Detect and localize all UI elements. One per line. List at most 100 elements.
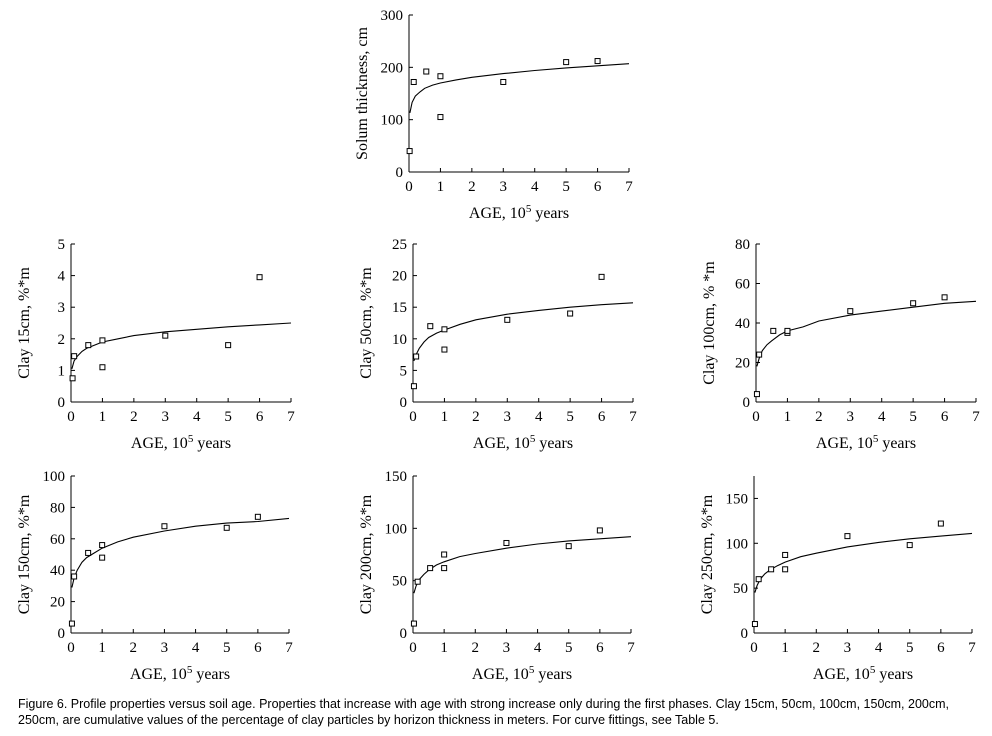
- data-point: [68, 620, 75, 627]
- x-tick-label: 3: [844, 640, 852, 656]
- chart-panel-6: 0 1 2 3 4 5 6 7 0 50 100 150 AGE, 105 years Clay 200c…: [358, 469, 635, 683]
- x-tick-label: 5: [224, 409, 232, 425]
- data-point: [225, 342, 232, 349]
- y-axis-label: Clay 250cm, %*m: [699, 494, 716, 614]
- x-tick-label: 4: [535, 409, 543, 425]
- data-point: [770, 327, 777, 334]
- y-tick-label: 3: [58, 300, 66, 316]
- x-tick-label: 7: [287, 409, 295, 425]
- x-tick-label: 4: [193, 409, 201, 425]
- data-point: [69, 375, 76, 382]
- data-point: [254, 513, 261, 520]
- data-point: [441, 551, 448, 558]
- x-tick-label: 0: [67, 640, 75, 656]
- y-tick-label: 60: [50, 532, 65, 548]
- y-tick-label: 80: [50, 500, 65, 516]
- data-point: [782, 566, 789, 573]
- y-tick-label: 50: [392, 574, 407, 590]
- x-tick-label: 7: [625, 179, 633, 195]
- x-tick-label: 3: [161, 640, 169, 656]
- y-tick-label: 150: [726, 491, 749, 507]
- x-tick-label: 2: [468, 179, 476, 195]
- data-point: [937, 520, 944, 527]
- x-tick-label: 0: [752, 409, 760, 425]
- y-tick-label: 10: [392, 332, 407, 348]
- y-tick-label: 25: [392, 237, 407, 253]
- data-point: [753, 391, 760, 398]
- y-axis-label: Clay 50cm, %*m: [358, 267, 375, 379]
- x-tick-label: 5: [565, 640, 573, 656]
- y-tick-label: 0: [58, 395, 66, 411]
- fit-curve: [71, 517, 290, 588]
- y-tick-label: 4: [58, 269, 66, 285]
- x-tick-label: 2: [130, 640, 138, 656]
- data-point: [223, 524, 230, 531]
- y-tick-label: 40: [50, 563, 65, 579]
- x-tick-label: 1: [440, 640, 448, 656]
- x-tick-label: 7: [627, 640, 635, 656]
- data-point: [441, 346, 448, 353]
- x-tick-label: 6: [596, 640, 604, 656]
- y-tick-label: 100: [43, 469, 66, 485]
- data-point: [441, 326, 448, 333]
- x-tick-label: 6: [594, 179, 602, 195]
- x-tick-label: 5: [909, 409, 917, 425]
- y-tick-label: 0: [400, 395, 408, 411]
- y-axis-label: Clay 15cm, %*m: [16, 267, 33, 379]
- x-axis-label: AGE, 105 years: [472, 664, 572, 683]
- y-tick-label: 50: [733, 581, 748, 597]
- data-point: [99, 554, 106, 561]
- y-tick-label: 2: [58, 332, 66, 348]
- y-tick-label: 20: [50, 595, 65, 611]
- chart-panel-3: 0 1 2 3 4 5 6 7 0 5 10 15 20 25 AGE, 105 years Clay 50c…: [358, 237, 637, 452]
- x-tick-label: 1: [98, 640, 106, 656]
- y-tick-label: 0: [743, 395, 751, 411]
- fit-curve: [71, 322, 292, 369]
- data-point: [500, 78, 507, 85]
- x-tick-label: 1: [441, 409, 449, 425]
- data-point: [847, 308, 854, 315]
- fit-curve: [756, 300, 977, 367]
- x-tick-label: 7: [629, 409, 637, 425]
- x-tick-label: 4: [534, 640, 542, 656]
- x-tick-label: 3: [504, 409, 512, 425]
- x-tick-label: 2: [130, 409, 138, 425]
- y-tick-label: 80: [735, 237, 750, 253]
- data-point: [413, 353, 420, 360]
- data-point: [563, 59, 570, 66]
- x-tick-label: 7: [285, 640, 293, 656]
- data-point: [99, 542, 106, 549]
- data-point: [437, 114, 444, 121]
- data-point: [565, 543, 572, 550]
- data-point: [99, 337, 106, 344]
- data-point: [594, 58, 601, 65]
- x-tick-label: 6: [941, 409, 949, 425]
- data-point: [441, 565, 448, 572]
- data-point: [596, 527, 603, 534]
- data-point: [161, 523, 168, 530]
- x-tick-label: 6: [598, 409, 606, 425]
- y-axis-label: Clay 200cm, %*m: [358, 494, 375, 614]
- data-point: [427, 565, 434, 572]
- x-tick-label: 5: [566, 409, 574, 425]
- data-point: [784, 327, 791, 334]
- y-tick-label: 0: [741, 626, 749, 642]
- data-point: [755, 576, 762, 583]
- x-axis-label: AGE, 105 years: [473, 433, 573, 452]
- fit-curve: [409, 63, 630, 114]
- x-tick-label: 0: [409, 409, 417, 425]
- data-point: [71, 573, 78, 580]
- data-point: [503, 539, 510, 546]
- fit-curve: [413, 536, 632, 594]
- x-tick-label: 7: [968, 640, 976, 656]
- x-tick-label: 6: [937, 640, 945, 656]
- x-tick-label: 0: [67, 409, 75, 425]
- data-point: [768, 566, 775, 573]
- y-tick-label: 40: [735, 316, 750, 332]
- x-tick-label: 4: [192, 640, 200, 656]
- fit-curve: [754, 532, 973, 593]
- x-tick-label: 6: [254, 640, 262, 656]
- x-tick-label: 5: [223, 640, 231, 656]
- x-axis-label: AGE, 105 years: [130, 664, 230, 683]
